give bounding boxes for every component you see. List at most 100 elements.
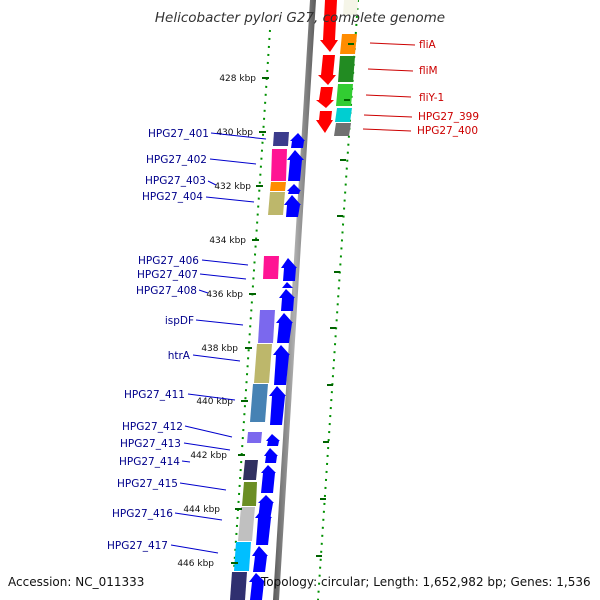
left-annotation-track <box>230 132 289 600</box>
leader-line <box>192 354 241 362</box>
leader-line <box>365 94 412 98</box>
reverse-arrow <box>316 111 333 133</box>
gene-label-ispDF: ispDF <box>165 315 194 327</box>
gene-label-HPG27_407: HPG27_407 <box>137 269 198 281</box>
reverse-arrow <box>318 55 336 85</box>
leader-line <box>170 544 219 554</box>
leader-line <box>184 425 233 438</box>
genome-backbone <box>273 0 316 600</box>
reverse-strand-arrows <box>316 0 338 133</box>
accession-text: Accession: NC_011333 <box>8 575 145 589</box>
forward-arrow <box>261 465 276 493</box>
gene-label-HPG27_408: HPG27_408 <box>136 285 197 297</box>
leader-line <box>207 180 217 186</box>
gene-label-htrA: htrA <box>168 350 191 362</box>
right-annotation-track <box>334 0 358 136</box>
ruler-label-444: 444 kbp <box>183 505 220 515</box>
ruler-label-442: 442 kbp <box>190 451 227 461</box>
track-band <box>242 482 257 506</box>
track-band <box>243 460 258 480</box>
gene-label-HPG27_404: HPG27_404 <box>142 191 203 203</box>
track-band <box>234 542 251 571</box>
forward-strand-arrows <box>249 133 305 600</box>
track-band <box>273 132 289 146</box>
gene-label-HPG27_412: HPG27_412 <box>122 421 183 433</box>
track-band <box>230 572 247 600</box>
gene-label-HPG27_402: HPG27_402 <box>146 154 207 166</box>
forward-arrow <box>264 448 278 463</box>
gene-label-HPG27_406: HPG27_406 <box>138 255 199 267</box>
ruler-label-436: 436 kbp <box>206 290 243 300</box>
forward-arrow <box>279 289 295 311</box>
track-band <box>270 182 286 191</box>
track-band <box>338 56 355 82</box>
ruler-label-438: 438 kbp <box>201 344 238 354</box>
forward-arrow <box>249 573 265 600</box>
track-band <box>343 0 358 15</box>
forward-arrow <box>255 508 272 545</box>
leader-line <box>195 319 244 326</box>
forward-arrow <box>266 434 280 446</box>
track-band <box>263 256 279 279</box>
forward-arrow <box>290 133 305 148</box>
track-band <box>254 344 272 383</box>
forward-arrow <box>287 150 304 181</box>
ruler-label-432: 432 kbp <box>214 182 251 192</box>
track-band <box>336 84 353 106</box>
leader-line <box>183 442 231 451</box>
map-title: Helicobacter pylori G27, complete genome <box>154 10 446 26</box>
ruler-label-430: 430 kbp <box>216 128 253 138</box>
gene-label-HPG27_411: HPG27_411 <box>124 389 185 401</box>
reverse-arrow <box>316 87 334 108</box>
ruler-label-428: 428 kbp <box>219 74 256 84</box>
track-band <box>258 310 275 343</box>
forward-arrow <box>284 195 301 217</box>
leader-line <box>181 460 191 463</box>
leader-line <box>187 393 236 401</box>
forward-arrow <box>273 345 290 385</box>
gene-label-HPG27_403: HPG27_403 <box>145 175 206 187</box>
ruler-ticks <box>231 43 354 564</box>
forward-arrow <box>269 386 286 425</box>
track-band <box>334 123 351 136</box>
ruler-label-440: 440 kbp <box>196 397 233 407</box>
ruler-label-434: 434 kbp <box>209 236 246 246</box>
gene-label-HPG27_399: HPG27_399 <box>418 111 479 123</box>
leader-line <box>369 42 416 46</box>
gene-label-HPG27_401: HPG27_401 <box>148 128 209 140</box>
leader-line <box>362 128 412 132</box>
leader-line <box>209 158 257 165</box>
track-band <box>238 507 255 541</box>
topology-text: Topology: circular; Length: 1,652,982 bp… <box>261 575 591 589</box>
forward-arrow <box>252 546 268 572</box>
leader-line <box>198 289 209 294</box>
gene-label-HPG27_414: HPG27_414 <box>119 456 180 468</box>
gene-label-HPG27_413: HPG27_413 <box>120 438 181 450</box>
leader-line <box>174 512 223 521</box>
track-band <box>250 384 268 422</box>
leader-line <box>210 132 267 140</box>
leader-line <box>367 68 414 72</box>
leader-line <box>201 259 249 266</box>
reverse-arrow <box>320 0 338 52</box>
gene-label-HPG27_417: HPG27_417 <box>107 540 168 552</box>
gene-label-fliM: fliM <box>419 65 438 77</box>
forward-arrow <box>287 184 301 194</box>
track-band <box>268 192 285 215</box>
gene-label-fliA: fliA <box>419 39 437 51</box>
leader-line <box>363 114 413 118</box>
forward-arrow <box>276 313 293 343</box>
ruler-label-446: 446 kbp <box>177 559 214 569</box>
gene-label-HPG27_400: HPG27_400 <box>417 125 478 137</box>
leader-line <box>199 273 247 280</box>
gene-label-HPG27_416: HPG27_416 <box>112 508 173 520</box>
leader-line <box>205 196 255 203</box>
gene-label-HPG27_415: HPG27_415 <box>117 478 178 490</box>
track-band <box>335 108 352 122</box>
gene-label-fliY-1: fliY-1 <box>419 92 444 104</box>
forward-arrow <box>281 258 297 281</box>
track-band <box>247 432 262 443</box>
leader-line <box>179 482 227 491</box>
forward-arrow <box>282 282 293 288</box>
